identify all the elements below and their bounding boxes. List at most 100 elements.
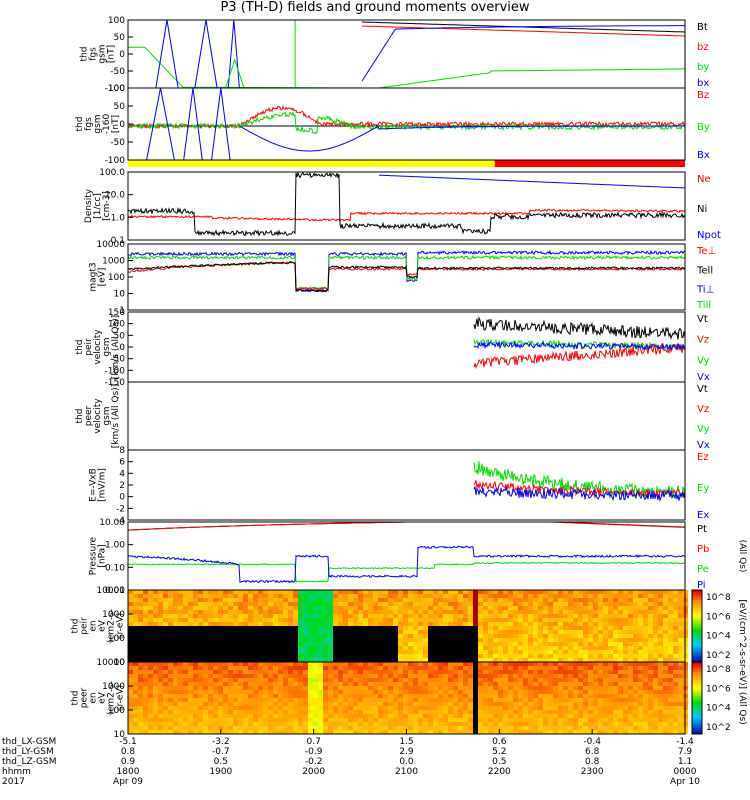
heatmap-cell	[598, 702, 603, 706]
heatmap-cell	[673, 630, 678, 634]
heatmap-cell	[483, 686, 488, 690]
heatmap-cell	[488, 638, 493, 642]
heatmap-cell	[418, 654, 423, 658]
heatmap-cell	[178, 650, 183, 654]
y-axis-label: velocity	[93, 398, 103, 434]
heatmap-cell	[658, 614, 663, 618]
heatmap-cell	[363, 654, 368, 658]
heatmap-cell	[188, 730, 193, 734]
heatmap-cell	[358, 598, 363, 602]
heatmap-cell	[598, 590, 603, 594]
heatmap-cell	[373, 690, 378, 694]
heatmap-cell	[588, 702, 593, 706]
heatmap-cell	[543, 722, 548, 726]
heatmap-cell	[453, 658, 458, 662]
heatmap-cell	[393, 606, 398, 610]
heatmap-cell	[333, 606, 338, 610]
heatmap-cell	[193, 726, 198, 730]
heatmap-cell	[573, 666, 578, 670]
heatmap-cell	[548, 594, 553, 598]
heatmap-cell	[143, 726, 148, 730]
heatmap-cell	[268, 614, 273, 618]
heatmap-cell	[198, 706, 203, 710]
heatmap-cell	[598, 682, 603, 686]
heatmap-cell	[548, 610, 553, 614]
heatmap-cell	[393, 666, 398, 670]
heatmap-cell	[418, 642, 423, 646]
colorbar-cell	[692, 730, 702, 732]
heatmap-cell	[403, 690, 408, 694]
heatmap-cell	[158, 626, 163, 630]
heatmap-cell	[328, 690, 333, 694]
heatmap-cell	[513, 694, 518, 698]
heatmap-cell	[493, 642, 498, 646]
x-axis-row-label: hhmm	[2, 767, 31, 777]
heatmap-cell	[158, 594, 163, 598]
heatmap-cell	[588, 726, 593, 730]
heatmap-cell	[293, 674, 298, 678]
heatmap-cell	[543, 618, 548, 622]
heatmap-cell	[513, 658, 518, 662]
heatmap-cell	[583, 638, 588, 642]
heatmap-cell	[518, 670, 523, 674]
heatmap-cell	[188, 630, 193, 634]
heatmap-cell	[498, 590, 503, 594]
y-axis-label: [eV]	[98, 268, 108, 287]
heatmap-cell	[678, 614, 683, 618]
y-axis-label: peer	[84, 405, 94, 426]
heatmap-cell	[333, 674, 338, 678]
heatmap-cell	[628, 614, 633, 618]
heatmap-cell	[678, 726, 683, 730]
heatmap-cell	[148, 678, 153, 682]
heatmap-cell	[333, 626, 338, 630]
heatmap-cell	[383, 702, 388, 706]
heatmap-cell	[573, 678, 578, 682]
heatmap-cell	[393, 670, 398, 674]
heatmap-cell	[423, 630, 428, 634]
heatmap-cell	[423, 670, 428, 674]
heatmap-cell	[383, 654, 388, 658]
heatmap-cell	[303, 614, 308, 618]
heatmap-cell	[613, 626, 618, 630]
heatmap-cell	[143, 638, 148, 642]
heatmap-cell	[678, 662, 683, 666]
heatmap-cell	[328, 722, 333, 726]
heatmap-cell	[388, 730, 393, 734]
heatmap-cell	[203, 666, 208, 670]
heatmap-cell	[493, 710, 498, 714]
heatmap-cell	[363, 686, 368, 690]
heatmap-cell	[443, 682, 448, 686]
heatmap-cell	[368, 682, 373, 686]
heatmap-cell	[578, 602, 583, 606]
heatmap-cell	[133, 634, 138, 638]
heatmap-cell	[658, 698, 663, 702]
heatmap-cell	[248, 702, 253, 706]
heatmap-cell	[203, 654, 208, 658]
heatmap-cell	[263, 650, 268, 654]
heatmap-cell	[228, 670, 233, 674]
heatmap-cell	[633, 610, 638, 614]
heatmap-cell	[523, 630, 528, 634]
heatmap-cell	[233, 686, 238, 690]
heatmap-cell	[208, 722, 213, 726]
heatmap-cell	[583, 666, 588, 670]
heatmap-cell	[318, 718, 323, 722]
heatmap-cell	[328, 606, 333, 610]
heatmap-cell	[158, 598, 163, 602]
heatmap-cell	[138, 726, 143, 730]
heatmap-cell	[333, 658, 338, 662]
heatmap-cell	[258, 594, 263, 598]
heatmap-cell	[678, 630, 683, 634]
heatmap-cell	[468, 666, 473, 670]
heatmap-cell	[513, 722, 518, 726]
colorbar-cell	[692, 598, 702, 600]
heatmap-cell	[198, 670, 203, 674]
heatmap-cell	[318, 614, 323, 618]
heatmap-cell	[508, 662, 513, 666]
heatmap-cell	[173, 630, 178, 634]
heatmap-cell	[678, 686, 683, 690]
y-tick-label: -4	[116, 516, 125, 526]
heatmap-cell	[198, 658, 203, 662]
heatmap-cell	[373, 674, 378, 678]
heatmap-cell	[358, 610, 363, 614]
